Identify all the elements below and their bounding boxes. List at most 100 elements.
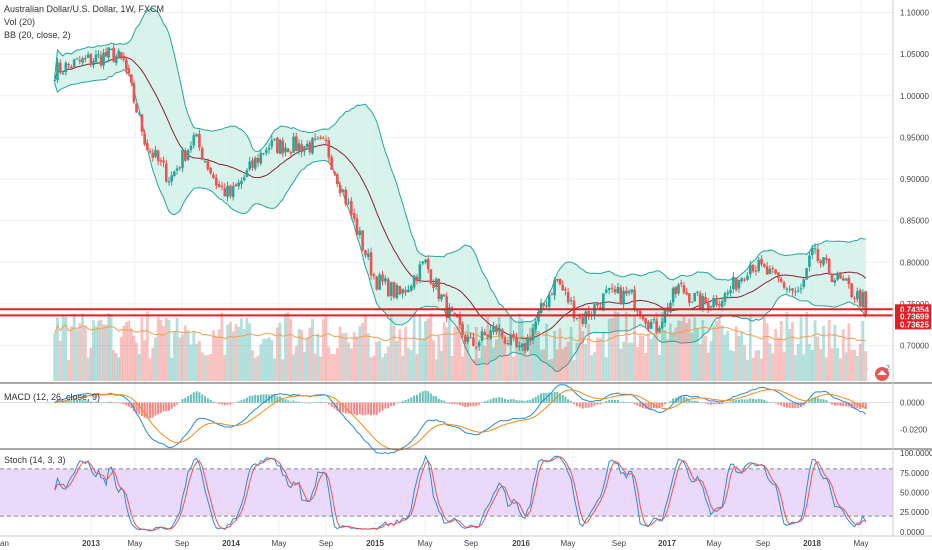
macd-histogram-bar [97, 401, 100, 403]
volume-bar [109, 313, 113, 381]
time-tick-label: 2017 [658, 539, 676, 548]
volume-bar [861, 320, 865, 381]
candle-body [234, 184, 238, 187]
candle-body [178, 167, 182, 169]
volume-bar [512, 356, 516, 381]
volume-bar [757, 349, 761, 381]
candle-body [599, 307, 602, 310]
volume-bar [226, 324, 229, 381]
alert-badge[interactable]: 2 [875, 365, 890, 381]
candle-body [740, 277, 744, 282]
volume-bar [148, 358, 152, 381]
volume-bar [181, 334, 184, 381]
candle-body [796, 290, 800, 292]
candle-body [375, 276, 379, 290]
macd-histogram-bar [633, 402, 636, 405]
volume-bar [212, 330, 215, 381]
candle-body [294, 136, 298, 151]
candle-body [426, 259, 430, 270]
candle-body [723, 293, 727, 302]
candle-body [170, 175, 173, 182]
candle-body [86, 54, 90, 58]
volume-bar [466, 324, 470, 381]
candle-body [262, 153, 265, 155]
volume-bar [569, 327, 573, 381]
volume-bar [858, 344, 862, 381]
macd-histogram-bar [201, 394, 204, 403]
volume-bar [715, 321, 718, 381]
macd-histogram-bar [181, 399, 184, 403]
volume-bar [503, 340, 507, 381]
candle-body [575, 317, 579, 319]
candle-body [445, 296, 449, 318]
volume-bar [440, 350, 443, 381]
candle-body [186, 150, 190, 160]
candle-body [685, 292, 688, 295]
candle-body [259, 152, 263, 164]
candle-body [734, 277, 738, 290]
macd-histogram-bar [636, 402, 639, 406]
volume-bar [429, 312, 433, 381]
volume-bar [195, 343, 198, 381]
volume-bar [751, 357, 755, 381]
candle-body [109, 48, 113, 50]
candle-body [409, 285, 413, 291]
candle-body [164, 163, 168, 182]
macd-histogram-bar [593, 402, 596, 406]
candle-body [495, 325, 498, 333]
volume-bar [242, 329, 246, 381]
macd-histogram-bar [814, 397, 817, 403]
volume-bar [313, 353, 317, 381]
macd-histogram-bar [424, 390, 427, 403]
candle-body [474, 346, 478, 348]
macd-histogram-bar [89, 401, 92, 403]
chart-title: Australian Dollar/U.S. Dollar, 1W, FXCM [4, 4, 164, 14]
candle-body [791, 288, 794, 291]
macd-histogram-bar [100, 402, 103, 404]
macd-histogram-bar [347, 402, 350, 414]
macd-histogram-bar [240, 400, 243, 403]
volume-bar [234, 323, 238, 381]
time-tick-label-partial: an [0, 539, 9, 548]
macd-histogram-bar [856, 402, 859, 409]
macd-histogram-bar [822, 399, 825, 403]
macd-histogram-bar [437, 398, 440, 403]
candle-body [674, 286, 678, 294]
time-tick-label: May [560, 539, 575, 548]
candle-body [636, 310, 639, 312]
volume-bar [536, 331, 540, 381]
volume-bar [824, 357, 828, 381]
volume-bar [450, 355, 454, 381]
time-tick-label: Sep [319, 539, 334, 548]
macd-histogram-bar [384, 402, 387, 409]
candle-body [839, 272, 842, 279]
macd-histogram-bar [289, 401, 292, 403]
macd-histogram-bar [732, 399, 735, 403]
candle-body [693, 292, 697, 302]
volume-bar [633, 316, 636, 381]
volume-bar [506, 354, 510, 381]
volume-bar [418, 314, 422, 381]
candle-body [841, 278, 845, 281]
candle-body [596, 303, 599, 306]
candle-body [581, 316, 585, 325]
macd-histogram-bar [599, 402, 602, 405]
macd-histogram-bar [358, 402, 361, 415]
candle-body [389, 282, 393, 296]
macd-histogram-bar [567, 399, 570, 403]
macd-histogram-bar [830, 402, 833, 405]
candle-body [352, 213, 356, 219]
macd-histogram-bar [195, 391, 198, 403]
volume-bar [616, 312, 620, 381]
macd-histogram-bar [73, 399, 76, 403]
macd-histogram-bar [495, 397, 498, 403]
volume-bar [539, 349, 543, 381]
candle-body [89, 54, 93, 65]
macd-histogram-bar [138, 402, 141, 415]
volume-bar [458, 313, 462, 381]
volume-bar [581, 331, 585, 381]
candle-body [836, 272, 839, 280]
volume-bar [248, 323, 252, 381]
volume-bar [561, 348, 565, 381]
candle-body [78, 60, 82, 62]
